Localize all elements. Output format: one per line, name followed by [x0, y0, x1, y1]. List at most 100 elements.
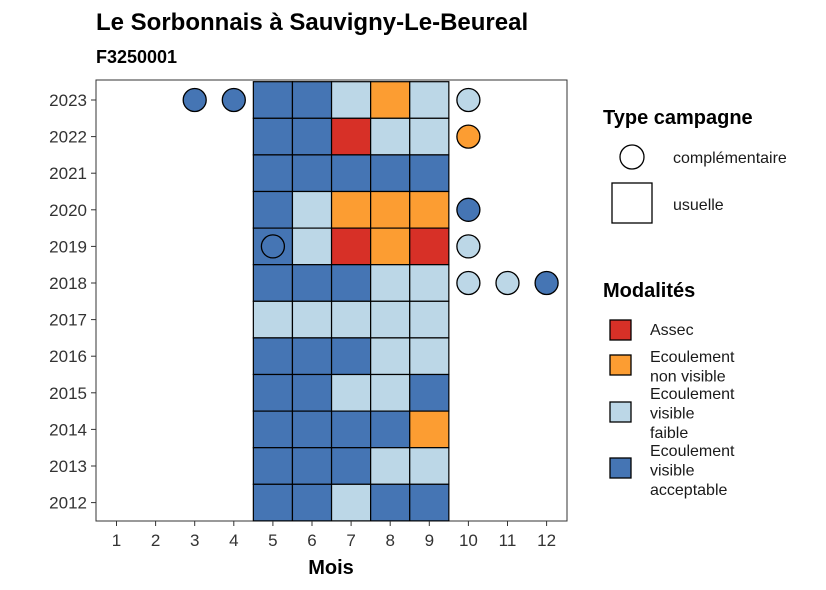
- y-tick-label: 2017: [49, 311, 87, 330]
- complementaire-points: [182, 87, 559, 296]
- heatmap-cell: [291, 337, 333, 376]
- heatmap-cell: [252, 300, 294, 339]
- heatmap-cell: [252, 337, 294, 376]
- legend-key-acceptable: [609, 457, 632, 479]
- legend-square-icon: [611, 182, 653, 224]
- y-tick-label: 2022: [49, 128, 87, 147]
- x-tick-label: 2: [151, 531, 160, 550]
- data-point: [456, 270, 481, 296]
- heatmap-cell: [370, 337, 411, 376]
- heatmap-cell: [409, 264, 450, 302]
- heatmap-cell: [330, 154, 372, 193]
- heatmap-cell: [409, 373, 450, 412]
- x-tick-label: 10: [459, 531, 478, 550]
- heatmap-cell: [252, 154, 294, 193]
- x-axis-title: Mois: [308, 557, 354, 579]
- heatmap-cell: [291, 410, 333, 449]
- heatmap-cell: [409, 410, 450, 449]
- legend-label-nonvisible: Ecoulement: [650, 349, 735, 366]
- legend-circle-icon: [619, 144, 645, 170]
- heatmap-cell: [252, 190, 294, 229]
- x-tick-label: 7: [346, 531, 355, 550]
- heatmap-cell: [252, 447, 294, 485]
- heatmap-cell: [330, 483, 372, 522]
- heatmap-cell: [252, 373, 294, 412]
- heatmap-cell: [409, 227, 450, 266]
- x-tick-label: 1: [112, 531, 121, 550]
- chart-title: Le Sorbonnais à Sauvigny-Le-Beureal: [96, 9, 528, 36]
- data-point: [456, 124, 481, 149]
- heatmap-cell: [409, 483, 450, 522]
- data-point: [456, 234, 481, 259]
- heatmap-cell: [330, 337, 372, 376]
- heatmap-cell: [409, 81, 450, 119]
- x-tick-label: 4: [229, 531, 238, 550]
- heatmap-cell: [330, 410, 372, 449]
- x-tick-label: 3: [190, 531, 199, 550]
- heatmap-cell: [330, 190, 372, 229]
- x-tick-label: 11: [499, 531, 517, 550]
- heatmap-cell: [291, 300, 333, 339]
- heatmap-cell: [252, 117, 294, 156]
- data-point: [182, 87, 207, 113]
- heatmap-cell: [330, 81, 372, 119]
- y-tick-label: 2012: [49, 494, 87, 513]
- legend-label-acceptable: visible: [650, 463, 695, 480]
- legend-label-nonvisible: non visible: [650, 369, 726, 386]
- heatmap-cell: [291, 447, 333, 485]
- legend-type-usuelle: usuelle: [673, 197, 724, 214]
- y-tick-label: 2020: [49, 201, 87, 220]
- heatmap-cell: [252, 264, 294, 302]
- data-point: [534, 270, 559, 296]
- heatmap-cell: [330, 447, 372, 485]
- legend-key-faible: [609, 401, 632, 423]
- legend-key-assec: [609, 319, 632, 341]
- x-tick-label: 9: [425, 531, 434, 550]
- y-tick-label: 2019: [49, 237, 87, 256]
- legend-label-faible: Ecoulement: [650, 386, 735, 403]
- heatmap-cell: [409, 300, 450, 339]
- heatmap-cell: [291, 264, 333, 302]
- heatmap-cell: [291, 154, 333, 193]
- x-tick-label: 12: [537, 531, 556, 550]
- heatmap-cell: [370, 81, 411, 119]
- heatmap-cell: [409, 190, 450, 229]
- legend-key-nonvisible: [609, 354, 632, 376]
- y-tick-label: 2018: [49, 274, 87, 293]
- y-tick-label: 2015: [49, 384, 87, 403]
- heatmap-cell: [409, 447, 450, 485]
- heatmap-cell: [370, 117, 411, 156]
- heatmap-cell: [370, 154, 411, 193]
- heatmap-cell: [291, 483, 333, 522]
- heatmap-cell: [370, 410, 411, 449]
- legend-modalites-title: Modalités: [603, 280, 695, 302]
- heatmap-cell: [370, 190, 411, 229]
- data-point: [456, 87, 481, 113]
- heatmap-cell: [291, 190, 333, 229]
- heatmap-cell: [330, 227, 372, 266]
- y-tick-label: 2021: [49, 164, 87, 183]
- heatmap-cell: [370, 483, 411, 522]
- heatmap-cell: [370, 447, 411, 485]
- heatmap-cell: [370, 264, 411, 302]
- heatmap-cell: [291, 373, 333, 412]
- x-axis: 1 2 3 4 5 6 7 8 9 10 11 12: [112, 521, 556, 550]
- legend-label-faible: faible: [650, 425, 688, 442]
- heatmap-cell: [291, 117, 333, 156]
- legend-label-assec: Assec: [650, 322, 694, 339]
- heatmap-cell: [330, 300, 372, 339]
- chart-subtitle: F3250001: [96, 47, 177, 67]
- legend-label-acceptable: Ecoulement: [650, 443, 735, 460]
- data-point: [456, 197, 481, 222]
- data-point: [495, 270, 520, 296]
- heatmap-cell: [252, 410, 294, 449]
- heatmap-cell: [409, 154, 450, 193]
- legend-label-acceptable: acceptable: [650, 482, 727, 499]
- heatmap-cell: [409, 117, 450, 156]
- heatmap-cell: [330, 373, 372, 412]
- data-point: [221, 87, 246, 113]
- x-tick-label: 8: [385, 531, 394, 550]
- y-axis: 2012 2013 2014 2015 2016 2017 2018 2019 2020 2021…: [49, 91, 96, 513]
